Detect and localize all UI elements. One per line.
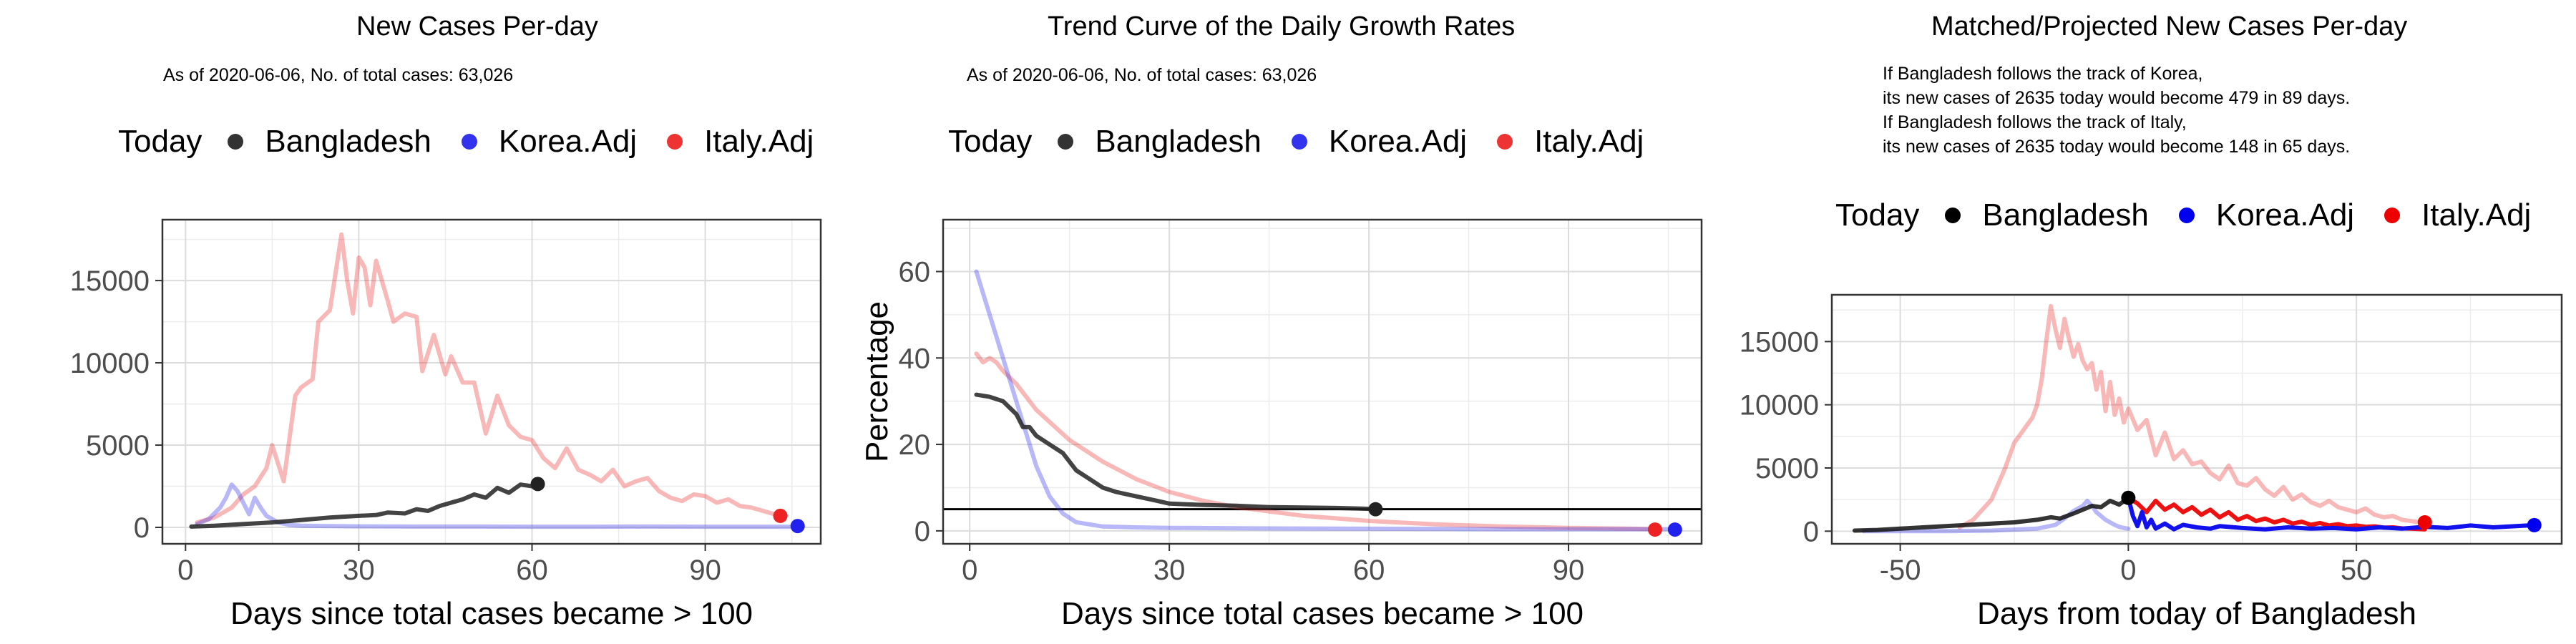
legend-dot [667,134,683,150]
today-point-bangladesh [1368,502,1383,517]
legend-dot [1945,208,1961,223]
chart-title: Trend Curve of the Daily Growth Rates [1048,11,1516,42]
legend-item-bangladesh: Bangladesh [1058,124,1262,160]
x-tick-label: 0 [177,555,193,586]
y-tick-label: 0 [134,512,150,544]
y-tick-label: 10000 [1740,390,1819,421]
x-tick-label: 30 [343,555,375,586]
series-line-italy-adj [195,232,789,525]
legend-item-italy: Italy.Adj [2384,197,2531,233]
y-tick-label: 15000 [70,265,150,297]
plot-border [161,218,822,545]
series-line-korea-adj [974,269,1677,532]
projection-note-line: its new cases of 2635 today would become… [1883,88,2351,108]
series-line-korea-adj [195,482,800,530]
legend-item-italy: Italy.Adj [667,124,814,160]
legend: Today Bangladesh Korea.Adj Italy.Adj [1832,192,2576,249]
today-point-korea-adj [2527,517,2542,532]
series-line-bangladesh [1852,495,2131,533]
legend: Today Bangladesh Korea.Adj Italy.Adj [114,118,859,175]
projection-notes: If Bangladesh follows the track of Korea… [1883,62,2350,159]
series-line-italy-adj-projected- [2126,495,2427,532]
legend-dot [2384,208,2401,223]
series-line-korea-adj-projected- [2126,495,2537,532]
y-tick-label: 0 [1803,516,1819,547]
y-tick-label: 60 [899,256,931,288]
x-tick-label: 60 [1353,555,1385,586]
y-tick-label: 0 [914,516,930,547]
today-point-bangladesh [530,477,545,492]
growth-rate-chart-panel: Trend Curve of the Daily Growth Rates As… [859,0,1717,644]
legend-item-bangladesh: Bangladesh [1945,197,2149,233]
x-tick-label: 0 [962,555,977,586]
projection-note-line: If Bangladesh follows the track of Korea… [1883,64,2203,84]
legend-dot [2178,208,2195,223]
x-tick-label: 0 [2120,555,2136,586]
x-axis-title: Days from today of Bangladesh [1977,596,2416,631]
legend-item-korea: Korea.Adj [461,124,637,160]
series-line-italy-adj-history- [1957,303,2423,530]
x-tick-label: 60 [516,555,548,586]
y-tick-label: 5000 [1755,453,1819,484]
x-tick-label: -50 [1880,555,1921,586]
x-tick-label: 90 [1553,555,1585,586]
today-point-italy-adj [1647,522,1662,537]
chart-title: Matched/Projected New Cases Per-day [1931,11,2408,42]
x-tick-label: 30 [1153,555,1186,586]
chart-title: New Cases Per-day [356,11,598,42]
legend-dot [461,134,477,150]
chart-plot: -50 0 50 0 5000 10000 15000 Days from today of … [1740,293,2563,631]
legend-dot [1058,134,1074,150]
chart-subtitle: As of 2020-06-06, No. of total cases: 63… [163,65,514,85]
x-axis-title: Days since total cases became > 100 [1061,596,1584,631]
legend-title: Today [948,124,1033,159]
legend-dot [1291,134,1307,150]
projected-cases-chart-panel: Matched/Projected New Cases Per-day If B… [1717,0,2576,644]
legend-item-korea: Korea.Adj [1291,124,1467,160]
y-axis-title: Percentage [859,301,894,462]
projection-note-line: If Bangladesh follows the track of Italy… [1883,112,2187,132]
y-tick-label: 40 [899,343,931,374]
new-cases-chart-panel: New Cases Per-day As of 2020-06-06, No. … [0,0,859,644]
series-line-bangladesh [974,392,1378,512]
x-axis-title: Days since total cases became > 100 [230,596,753,631]
today-point-italy-adj [2417,514,2432,530]
y-tick-label: 5000 [86,430,150,462]
projection-note-line: its new cases of 2635 today would become… [1883,137,2351,157]
legend-item-bangladesh: Bangladesh [228,124,431,160]
legend-title: Today [118,124,203,159]
series-line-bangladesh [189,482,540,529]
x-tick-label: 50 [2341,555,2373,586]
today-point-korea-adj [790,519,805,534]
y-tick-label: 15000 [1740,326,1819,358]
plot-border [942,218,1703,545]
legend-dot [228,134,244,150]
legend: Today Bangladesh Korea.Adj Italy.Adj [945,118,1717,175]
chart-plot: 0 30 60 90 0 5000 10000 15000 Days since total c… [70,218,822,631]
x-tick-label: 90 [689,555,721,586]
legend-title: Today [1835,197,1920,233]
legend-dot [1497,134,1513,150]
chart-plot: 0 30 60 90 0 20 40 60 Days since total cases bec… [859,218,1703,631]
today-point-korea-adj [1667,522,1682,537]
chart-subtitle: As of 2020-06-06, No. of total cases: 63… [967,65,1317,85]
plot-border [1830,293,2563,545]
series-line-italy-adj [974,351,1657,532]
today-point-bangladesh [2121,490,2136,505]
y-tick-label: 20 [899,429,931,461]
legend-item-italy: Italy.Adj [1497,124,1644,160]
today-point-italy-adj [773,508,788,523]
legend-item-korea: Korea.Adj [2178,197,2354,233]
series-line-korea-adj-history- [1861,498,2131,534]
y-tick-label: 10000 [70,348,150,379]
